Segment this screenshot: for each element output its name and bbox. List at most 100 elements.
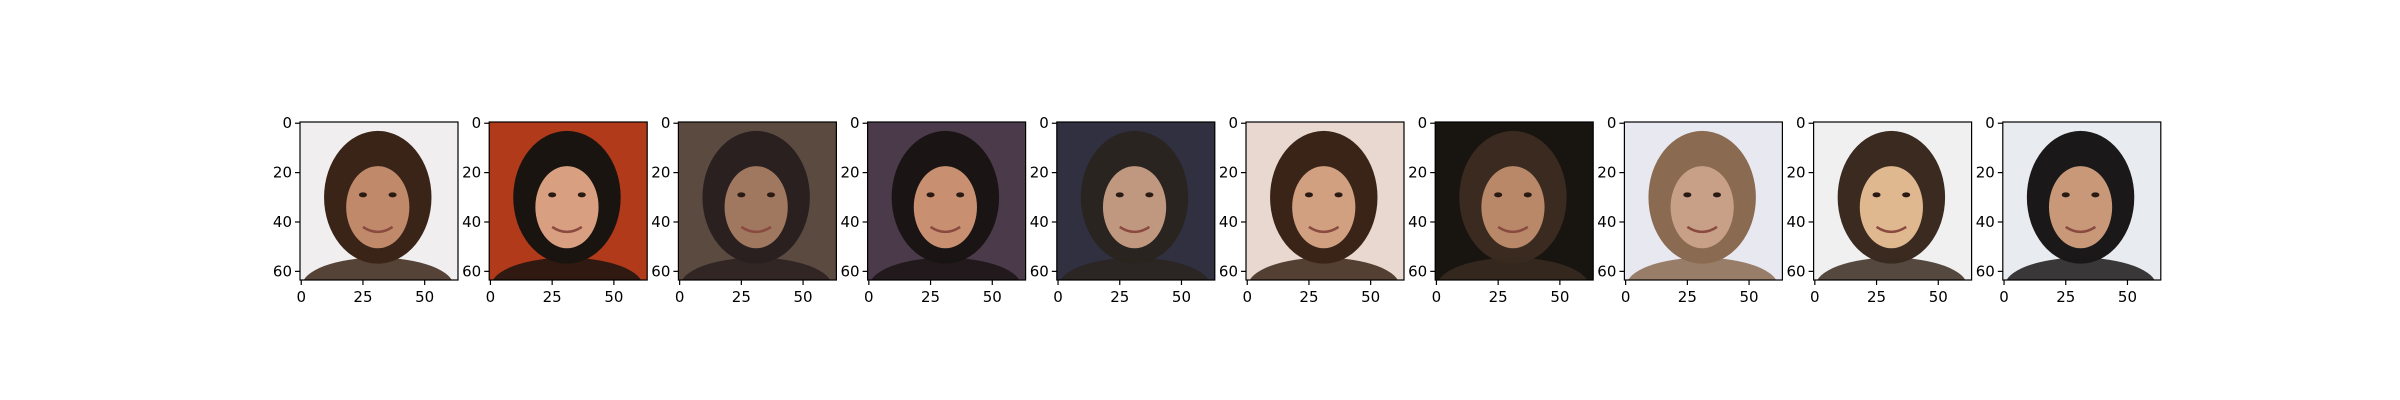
shoulders [1628,257,1777,280]
x-tick-label: 50 [983,288,1002,306]
y-tick-label: 0 [1039,114,1049,132]
y-tick-label: 40 [273,213,292,231]
x-tick-label: 25 [1867,288,1886,306]
x-tick-label: 0 [1053,288,1063,306]
y-tick-label: 20 [1219,164,1238,182]
shoulders [303,257,452,280]
eye [737,192,746,198]
y-tick-label: 0 [1418,114,1428,132]
subplot: 0 25 50 0 20 40 60 [1976,114,2162,306]
x-tick-label: 50 [1550,288,1569,306]
shoulders [1060,257,1209,280]
x-tick-label: 50 [604,288,623,306]
y-tick-label: 60 [1219,262,1238,280]
eye [548,192,557,198]
eye [926,192,935,198]
eye [1523,192,1532,198]
y-tick-label: 60 [273,262,292,280]
y-tick-label: 40 [841,213,860,231]
y-tick-label: 20 [1597,164,1616,182]
x-tick-label: 0 [486,288,496,306]
y-tick-label: 40 [1219,213,1238,231]
y-tick-label: 0 [661,114,671,132]
eye [1902,192,1911,198]
subplot: 0 25 50 0 20 40 60 [1219,114,1405,306]
image [1624,122,1783,280]
mouth [551,225,583,234]
shoulders [1249,257,1398,280]
y-tick-label: 60 [1030,262,1049,280]
y-tick-label: 40 [1408,213,1427,231]
x-tick-label: 25 [1110,288,1129,306]
axes-frame [1812,121,1973,281]
axes-frame [1434,121,1594,281]
shoulders [2006,257,2155,280]
x-tick-label: 50 [1361,288,1380,306]
image [867,122,1026,280]
face [1481,166,1545,249]
face [346,166,410,249]
mouth [1119,225,1151,234]
y-tick-label: 0 [850,114,860,132]
y-tick-label: 0 [1985,114,1995,132]
mouth [2065,225,2097,234]
y-tick-label: 20 [651,164,670,182]
x-tick-label: 25 [732,288,751,306]
eye [1712,192,1721,198]
subplot: 0 25 50 0 20 40 60 [462,114,648,306]
image [1246,122,1404,280]
y-tick-label: 0 [282,114,292,132]
y-tick-label: 40 [462,213,481,231]
y-tick-label: 60 [841,262,860,280]
subplot: 0 25 50 0 20 40 60 [273,114,459,306]
axes-frame [2002,121,2162,281]
eye [2061,192,2070,198]
x-tick-label: 50 [415,288,434,306]
x-tick-label: 25 [353,288,372,306]
eye [577,192,586,198]
mouth [929,225,961,234]
x-tick-label: 0 [1432,288,1442,306]
mouth [1308,225,1340,234]
shoulders [492,257,641,280]
x-tick-label: 50 [1740,288,1759,306]
y-tick-label: 0 [1796,114,1806,132]
image [1056,122,1215,280]
face [1102,166,1167,249]
eye [1334,192,1343,198]
y-tick-label: 20 [1408,164,1427,182]
image [1813,122,1972,280]
eye [956,192,965,198]
eye [1145,192,1154,198]
eye [1872,192,1881,198]
image [300,122,458,280]
y-tick-label: 20 [1787,164,1806,182]
face [1292,166,1356,249]
y-tick-label: 40 [1030,213,1049,231]
mouth [1875,225,1907,234]
axes-frame [677,121,838,281]
y-tick-label: 40 [1597,213,1616,231]
mouth [362,225,394,234]
mouth [740,225,772,234]
x-tick-label: 0 [864,288,874,306]
x-tick-label: 0 [675,288,685,306]
eye [388,192,397,198]
subplot: 0 25 50 0 20 40 60 [1787,114,1973,306]
y-tick-label: 0 [1228,114,1238,132]
eye [1304,192,1313,198]
x-tick-label: 0 [1999,288,2009,306]
face [913,166,977,249]
x-tick-label: 25 [543,288,562,306]
y-tick-label: 60 [1976,262,1995,280]
y-tick-label: 60 [1408,262,1427,280]
eye [1115,192,1124,198]
y-tick-label: 0 [1607,114,1617,132]
y-tick-label: 60 [1787,262,1806,280]
subplot: 0 25 50 0 20 40 60 [1597,114,1784,306]
axes-frame [488,121,648,281]
y-tick-label: 0 [472,114,482,132]
x-tick-label: 25 [2056,288,2075,306]
mouth [1686,225,1718,234]
